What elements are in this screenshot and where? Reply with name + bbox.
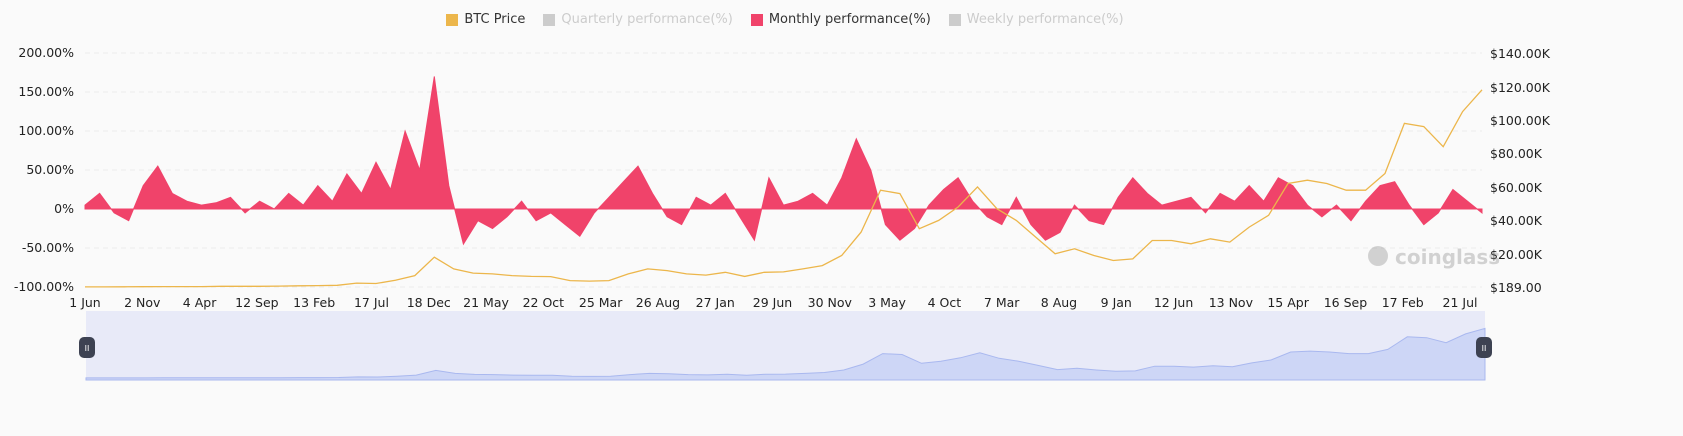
legend-item-btc-price[interactable]: BTC Price (446, 12, 525, 27)
navigator[interactable]: II II (79, 311, 1492, 381)
legend-swatch (948, 13, 961, 26)
y-right-tick-label: $100.00K (1490, 113, 1551, 128)
coinglass-logo-icon (1368, 246, 1388, 266)
x-tick-label: 22 Oct (523, 295, 565, 310)
x-tick-label: 26 Aug (636, 295, 680, 310)
x-tick-label: 3 May (868, 295, 906, 310)
btc-price-line (85, 89, 1483, 288)
legend-swatch (543, 13, 556, 26)
legend-swatch (750, 13, 763, 26)
x-tick-label: 2 Nov (124, 295, 161, 310)
y-left-tick-label: -50.00% (22, 240, 74, 255)
legend-swatch (446, 13, 459, 26)
x-tick-label: 18 Dec (407, 295, 451, 310)
legend-item-quarterly[interactable]: Quarterly performance(%) (543, 12, 733, 27)
monthly-performance-area (84, 76, 1483, 246)
x-tick-label: 9 Jan (1101, 295, 1132, 310)
x-tick-label: 29 Jun (753, 295, 792, 310)
x-tick-label: 4 Apr (183, 295, 217, 310)
x-tick-label: 15 Apr (1267, 295, 1309, 310)
legend-item-monthly[interactable]: Monthly performance(%) (750, 12, 931, 27)
x-tick-label: 30 Nov (808, 295, 853, 310)
x-tick-label: 21 Jul (1443, 295, 1478, 310)
y-right-tick-label: $40.00K (1490, 213, 1543, 228)
x-tick-label: 21 May (463, 295, 509, 310)
y-right-tick-label: $20.00K (1490, 247, 1543, 262)
y-right-tick-label: $140.00K (1490, 46, 1551, 61)
y-left-tick-label: 200.00% (18, 45, 74, 60)
y-left-tick-label: 150.00% (18, 84, 74, 99)
x-tick-label: 17 Feb (1382, 295, 1424, 310)
legend-label: Monthly performance(%) (768, 12, 931, 27)
y-right-tick-label: $189.00 (1490, 280, 1542, 295)
x-tick-label: 4 Oct (928, 295, 962, 310)
x-tick-label: 12 Sep (235, 295, 279, 310)
x-tick-label: 13 Feb (293, 295, 335, 310)
y-left-tick-label: 0% (54, 201, 74, 216)
navigator-right-handle[interactable] (1476, 337, 1492, 358)
x-tick-label: 7 Mar (984, 295, 1020, 310)
handle-grip-icon: II (1482, 344, 1487, 353)
y-right-tick-label: $80.00K (1490, 146, 1543, 161)
x-tick-label: 25 Mar (579, 295, 623, 310)
x-tick-label: 17 Jul (354, 295, 389, 310)
y-left-tick-label: 100.00% (18, 123, 74, 138)
legend: BTC Price Quarterly performance(%) Month… (0, 12, 1570, 27)
legend-item-weekly[interactable]: Weekly performance(%) (948, 12, 1124, 27)
y-left-tick-label: -100.00% (14, 279, 74, 294)
x-tick-label: 16 Sep (1324, 295, 1368, 310)
x-tick-label: 8 Aug (1041, 295, 1077, 310)
x-tick-label: 13 Nov (1209, 295, 1254, 310)
x-tick-label: 27 Jan (696, 295, 735, 310)
coinglass-watermark: coinglass (1368, 245, 1500, 269)
legend-label: Quarterly performance(%) (561, 12, 733, 27)
navigator-left-handle[interactable] (79, 337, 95, 358)
legend-label: BTC Price (464, 12, 526, 27)
navigator-price-area (85, 327, 1486, 381)
legend-label: Weekly performance(%) (966, 12, 1124, 27)
x-tick-label: 12 Jun (1154, 295, 1193, 310)
y-left-tick-label: 50.00% (26, 162, 74, 177)
x-tick-label: 1 Jun (69, 295, 100, 310)
y-right-tick-label: $120.00K (1490, 80, 1551, 95)
watermark-text: coinglass (1395, 245, 1500, 269)
handle-grip-icon: II (85, 344, 90, 353)
y-right-tick-label: $60.00K (1490, 180, 1543, 195)
